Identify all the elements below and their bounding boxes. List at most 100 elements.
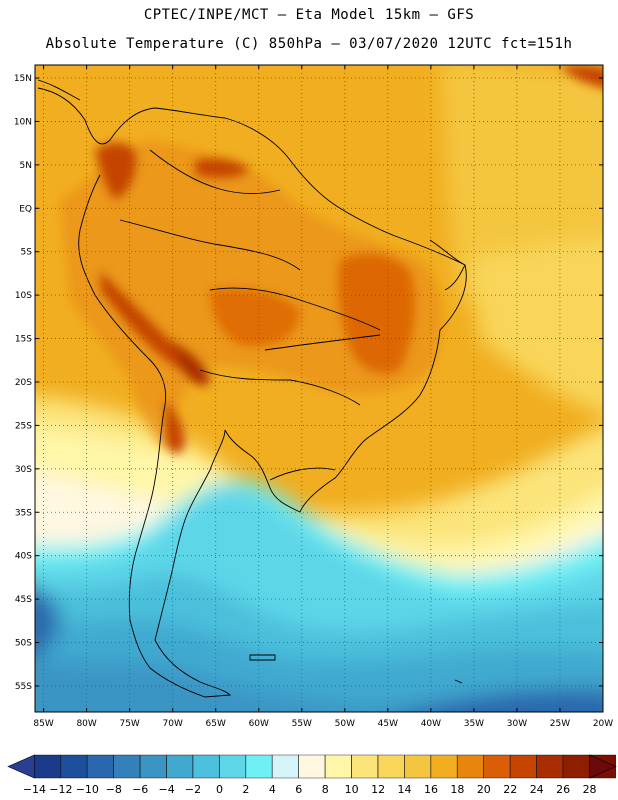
colorbar-label: −12 xyxy=(49,783,72,796)
core-brazil-central xyxy=(210,288,300,347)
colorbar-swatch xyxy=(298,754,326,779)
axis-ticks xyxy=(35,65,604,712)
colorbar-label: 22 xyxy=(503,783,517,796)
colorbar-swatch xyxy=(192,754,220,779)
lat-label: 45S xyxy=(15,595,32,605)
core-chile-north xyxy=(165,400,185,455)
colorbar-over-arrow xyxy=(589,754,617,779)
border-bolivia xyxy=(209,287,381,331)
gridlines xyxy=(35,65,604,712)
colorbar-label: −2 xyxy=(185,783,201,796)
lon-label: 50W xyxy=(335,719,355,729)
colorbar-label: 16 xyxy=(424,783,438,796)
lat-label: 35S xyxy=(15,508,32,518)
core-venezuela xyxy=(195,158,250,179)
colorbar-label: 24 xyxy=(530,783,544,796)
lon-label: 65W xyxy=(206,719,226,729)
colorbar-swatch xyxy=(245,754,273,779)
border-north xyxy=(149,149,281,195)
plot-frame xyxy=(34,64,604,713)
border-uruguay xyxy=(269,467,336,481)
colorbar-label: 4 xyxy=(269,783,276,796)
colorbar-label: 8 xyxy=(322,783,329,796)
colorbar-under-arrow xyxy=(7,754,35,779)
colorbar-label: 28 xyxy=(583,783,597,796)
lon-label: 80W xyxy=(76,719,96,729)
colorbar-label: 12 xyxy=(371,783,385,796)
border-paraguay xyxy=(199,369,361,406)
lat-label: 30S xyxy=(15,465,32,475)
lat-label: 10N xyxy=(14,117,32,127)
colorbar-label: −10 xyxy=(76,783,99,796)
colorbar-swatch xyxy=(113,754,141,779)
border-amazon xyxy=(119,219,301,271)
lat-label: 50S xyxy=(15,639,32,649)
core-caribbean xyxy=(560,65,603,89)
lon-label: 30W xyxy=(507,719,527,729)
colorbar-swatch xyxy=(219,754,246,779)
lat-label: 25S xyxy=(15,421,32,431)
core-altiplano xyxy=(170,340,210,386)
lon-label: 35W xyxy=(464,719,484,729)
border-states xyxy=(264,334,381,351)
colorbar-label: −14 xyxy=(23,783,46,796)
coast-ne-brazil xyxy=(429,239,466,291)
lon-label: 85W xyxy=(33,719,53,729)
colorbar-label: 14 xyxy=(398,783,412,796)
colorbar-swatch xyxy=(377,754,405,779)
longitude-labels: 85W 80W 75W 70W 65W 60W 55W 50W 45W 40W 35W 30W 25W 2… xyxy=(33,719,613,729)
lat-label: 15S xyxy=(15,335,32,345)
lat-label: 40S xyxy=(15,552,32,562)
lon-label: 45W xyxy=(378,719,398,729)
colorbar-swatch xyxy=(87,754,114,779)
lon-label: 40W xyxy=(421,719,441,729)
lon-label: 20W xyxy=(593,719,613,729)
colorbar-swatch xyxy=(60,754,88,779)
core-colombia xyxy=(95,142,137,200)
colorbar-label: 26 xyxy=(556,783,570,796)
band-12c-ocean xyxy=(470,240,603,414)
core-brazil-east xyxy=(338,253,416,374)
lat-label: 5S xyxy=(21,248,33,258)
lon-label: 25W xyxy=(550,719,570,729)
colorbar-label: 6 xyxy=(295,783,302,796)
colorbar-swatch xyxy=(351,754,378,779)
colorbar-label: −6 xyxy=(132,783,148,796)
title-line-1: CPTEC/INPE/MCT – Eta Model 15km – GFS xyxy=(143,7,475,23)
colorbar-label: 18 xyxy=(450,783,464,796)
colorbar-swatch xyxy=(139,754,167,779)
colorbar-label: 20 xyxy=(477,783,491,796)
lat-label: 10S xyxy=(15,291,32,301)
latitude-labels: 15N 10N 5N EQ 5S 10S 15S 20S 25S 30S 35S 40S 45S 50S 5… xyxy=(14,74,32,692)
south-georgia xyxy=(454,679,463,684)
lon-label: 60W xyxy=(249,719,269,729)
colorbar-swatch xyxy=(272,754,299,779)
coast-central-america xyxy=(37,79,81,101)
lat-label: 5N xyxy=(20,161,32,171)
colorbar-swatch xyxy=(457,754,484,779)
colorbar-label: −4 xyxy=(158,783,174,796)
band-m6c xyxy=(35,660,603,712)
colorbar-swatch xyxy=(325,754,352,779)
colorbar-swatch xyxy=(536,754,564,779)
lon-label: 75W xyxy=(119,719,139,729)
lat-label: EQ xyxy=(19,204,32,214)
band-west-cold xyxy=(35,586,60,659)
lon-label: 55W xyxy=(292,719,312,729)
colorbar-label: 10 xyxy=(345,783,359,796)
temperature-field xyxy=(35,65,603,712)
title-line-2: Absolute Temperature (C) 850hPa – 03/07/… xyxy=(45,36,573,52)
colorbar-label: 0 xyxy=(216,783,223,796)
colorbar-swatch xyxy=(34,754,61,779)
colorbar-label: 2 xyxy=(242,783,249,796)
lat-label: 20S xyxy=(15,378,32,388)
colorbar-swatch xyxy=(510,754,537,779)
colorbar-swatch xyxy=(404,754,431,779)
colorbar-swatch xyxy=(483,754,511,779)
lat-label: 15N xyxy=(14,74,32,84)
colorbar-swatch xyxy=(166,754,193,779)
colorbar: −14 −12 −10 −8 −6 −4 −2 0 2 4 6 8 10 12 14 16 18 20 22 24 26… xyxy=(7,754,617,796)
lon-label: 70W xyxy=(163,719,183,729)
lat-label: 55S xyxy=(15,682,32,692)
